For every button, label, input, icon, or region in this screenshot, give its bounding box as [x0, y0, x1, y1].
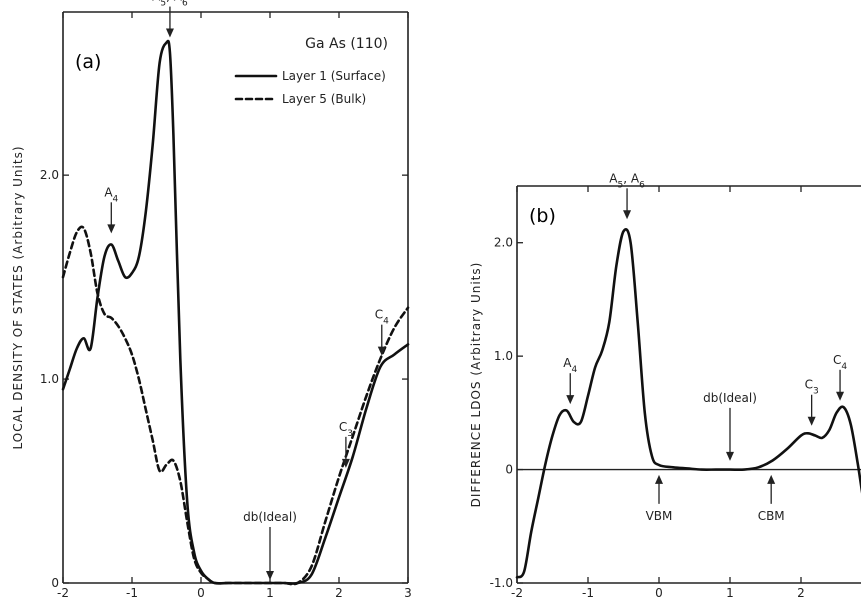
- annotation-label: A4: [104, 185, 118, 204]
- x-tick-label: 3: [404, 586, 412, 600]
- annotation-arrowhead: [165, 28, 174, 38]
- annotation-label: VBM: [646, 509, 673, 523]
- y-tick-label: 0: [505, 463, 513, 477]
- y-tick-label: 2.0: [40, 168, 59, 182]
- annotation-label: A5, A6: [609, 171, 645, 190]
- y-axis-title: DIFFERENCE LDOS (Arbitrary Units): [469, 262, 483, 508]
- annotation-arrowhead: [107, 224, 116, 234]
- annotation-label: C3: [339, 420, 353, 439]
- annotation-arrowhead: [266, 571, 274, 580]
- chart-title: Ga As (110): [305, 36, 388, 52]
- annotation-label: C3: [805, 378, 819, 397]
- x-tick-label: -2: [57, 586, 69, 600]
- series-line-surface: [61, 39, 410, 585]
- annotation-label: C4: [375, 308, 389, 327]
- panel-label: (a): [75, 51, 101, 73]
- legend-label: Layer 5 (Bulk): [282, 92, 366, 106]
- annotation-label: A4: [563, 356, 577, 375]
- y-axis-title: LOCAL DENSITY OF STATES (Arbitrary Units…: [11, 146, 25, 450]
- x-tick-label: 2: [335, 586, 343, 600]
- annotation-label: A5, A6: [152, 0, 188, 9]
- x-tick-label: 1: [266, 586, 274, 600]
- x-tick-label: 0: [197, 586, 205, 600]
- annotation-arrowhead: [726, 451, 734, 461]
- annotation-arrowhead: [836, 391, 845, 401]
- annotation-label: CBM: [758, 509, 785, 523]
- x-tick-label: -1: [126, 586, 138, 600]
- x-tick-label: -1: [582, 586, 594, 600]
- annotation-arrowhead: [807, 416, 816, 426]
- annotation-arrowhead: [341, 458, 350, 468]
- x-tick-label: 2: [797, 586, 805, 600]
- annotation-arrowhead: [623, 210, 632, 220]
- series-line-bulk: [61, 225, 410, 586]
- annotation-arrowhead: [767, 474, 776, 484]
- annotation-arrowhead: [377, 346, 386, 356]
- y-tick-label: -1.0: [490, 576, 513, 590]
- panel-label: (b): [529, 205, 556, 227]
- y-tick-label: 2.0: [494, 236, 513, 250]
- annotation-arrowhead: [655, 474, 663, 484]
- legend-label: Layer 1 (Surface): [282, 69, 386, 83]
- y-tick-label: 1.0: [494, 349, 513, 363]
- series-line-surface: [515, 228, 861, 579]
- annotation-label: db(Ideal): [243, 510, 297, 524]
- y-tick-label: 1.0: [40, 372, 59, 386]
- x-tick-label: -2: [511, 586, 523, 600]
- x-tick-label: 1: [726, 586, 734, 600]
- annotation-arrowhead: [566, 395, 575, 405]
- x-tick-label: 0: [655, 586, 663, 600]
- y-tick-label: 0: [51, 576, 59, 590]
- annotation-label: db(Ideal): [703, 391, 757, 405]
- annotation-label: C4: [833, 353, 847, 372]
